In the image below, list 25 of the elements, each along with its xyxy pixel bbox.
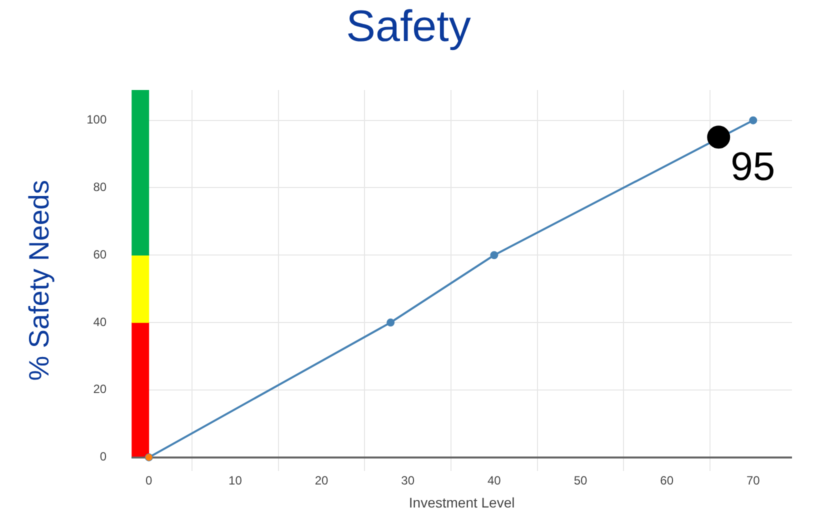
y-tick-label: 80 <box>93 180 107 194</box>
x-tick-label: 30 <box>401 473 415 488</box>
y-tick-label: 100 <box>86 112 107 127</box>
y-tick-label: 60 <box>93 247 107 262</box>
x-tick-label: 20 <box>314 473 329 488</box>
point <box>490 251 498 260</box>
y-tick-label: 20 <box>93 382 107 396</box>
bar <box>132 254 150 323</box>
x-tick-label: 10 <box>228 473 242 488</box>
bar <box>132 90 150 256</box>
x-tick-label: 50 <box>574 473 588 488</box>
point <box>749 116 758 124</box>
x-tick-label: 40 <box>488 473 502 488</box>
y-tick-label: 40 <box>93 314 107 329</box>
x-tick-label: 0 <box>146 473 153 488</box>
x-tick-label: 70 <box>746 473 760 488</box>
x-axis-title: Investment Level <box>408 494 515 510</box>
y-tick-label: 0 <box>100 450 107 464</box>
x-tick-label: 60 <box>660 473 674 488</box>
chart-title: Safety <box>345 2 472 52</box>
point <box>707 126 730 149</box>
y-axis-title: % Safety Needs <box>24 180 55 381</box>
data-label: 95 <box>730 145 776 190</box>
point <box>386 318 395 327</box>
bar <box>132 322 150 457</box>
